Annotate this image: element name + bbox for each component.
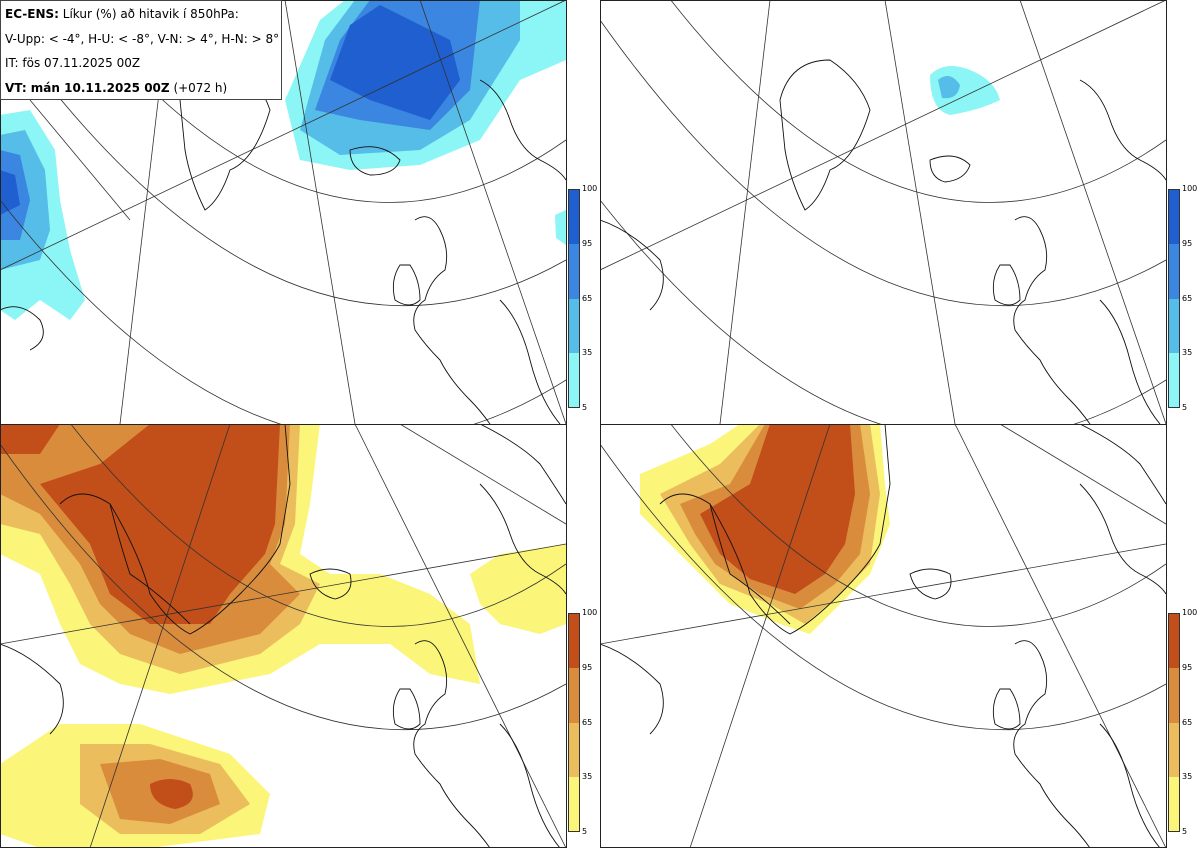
prob-area-cold-light-3	[555, 210, 566, 245]
map-panel-warm-plus4	[0, 424, 566, 848]
colorbar-tick-label: 5	[582, 827, 588, 836]
colorbar-warm-br: 100 95 65 35 5	[1168, 609, 1200, 836]
colorbar-tick-label: 100	[582, 184, 598, 193]
coastlines	[0, 424, 566, 848]
colorbar-tick-label: 65	[1182, 293, 1193, 303]
prob-area-warm-max-2	[0, 424, 60, 454]
colorbar-tick-label: 35	[1182, 348, 1193, 358]
graticule	[0, 424, 566, 848]
coastlines	[600, 424, 1166, 848]
map-panel-cold-minus4	[0, 0, 566, 424]
colorbar-segment	[568, 777, 580, 832]
title-text: Líkur (%) að hitavik í 850hPa:	[62, 7, 239, 21]
colorbar-tick-label: 5	[1182, 827, 1188, 836]
colorbar-tick-label: 5	[1182, 403, 1188, 412]
graticule	[600, 0, 1166, 424]
lead-time: (+072 h)	[173, 80, 228, 95]
colorbar-tick-label: 100	[1182, 184, 1198, 193]
colorbar-tick-label: 95	[582, 238, 593, 248]
coastlines	[600, 59, 1166, 424]
colorbar-tick-label: 95	[582, 662, 593, 672]
colorbar-tick-label: 65	[582, 293, 593, 303]
map-panel-warm-plus8	[600, 424, 1166, 848]
colorbar-segment	[568, 189, 580, 244]
colorbar-tick-label: 35	[1182, 772, 1193, 782]
prob-area-cold-mid	[938, 76, 960, 99]
colorbar-segment	[1168, 613, 1180, 668]
prob-area-cold-max	[0, 170, 20, 215]
info-box: EC-ENS: Líkur (%) að hitavik í 850hPa: V…	[0, 0, 282, 100]
graticule	[600, 424, 1166, 848]
colorbar-segment	[1168, 722, 1180, 778]
colorbar-segment	[1168, 777, 1180, 832]
colorbar-tick-label: 5	[582, 403, 588, 412]
colorbar-segment	[1168, 298, 1180, 354]
colorbar-tick-label: 95	[1182, 662, 1193, 672]
colorbar-tick-label: 100	[1182, 608, 1198, 617]
colorbar-segment	[1168, 353, 1180, 408]
colorbar-tick-label: 65	[1182, 717, 1193, 727]
colorbar-cold-tl: 100 95 65 35 5	[568, 185, 608, 412]
valid-time: VT: mán 10.11.2025 00Z	[5, 80, 170, 95]
colorbar-segment	[568, 613, 580, 668]
map-panel-cold-minus8	[600, 0, 1166, 424]
colorbar-tick-label: 35	[582, 348, 593, 358]
colorbar-warm-bl: 100 95 65 35 5	[568, 609, 608, 836]
colorbar-tick-label: 100	[582, 608, 598, 617]
colorbar-cold-tr: 100 95 65 35 5	[1168, 185, 1200, 412]
colorbar-tick-label: 65	[582, 717, 593, 727]
colorbar-segment	[568, 243, 580, 299]
colorbar-tick-label: 95	[1182, 238, 1193, 248]
colorbar-segment	[1168, 243, 1180, 299]
colorbar-tick-label: 35	[582, 772, 593, 782]
model-label: EC-ENS:	[5, 7, 59, 21]
info-line-valid: VT: mán 10.11.2025 00Z (+072 h)	[5, 79, 281, 104]
colorbar-segment	[568, 353, 580, 408]
colorbar-segment	[568, 298, 580, 354]
colorbar-segment	[1168, 189, 1180, 244]
prob-area-warm-light-3	[470, 544, 566, 634]
prob-area-warm-max	[40, 424, 280, 624]
prob-area-cold-max-2	[330, 5, 460, 120]
thresholds-text: V-Upp: < -4°, H-U: < -8°, V-N: > 4°, H-N…	[5, 31, 280, 46]
init-time: IT: fös 07.11.2025 00Z	[5, 56, 141, 70]
prob-area-warm-max-3	[150, 779, 193, 809]
colorbar-segment	[568, 722, 580, 778]
colorbar-segment	[1168, 667, 1180, 723]
colorbar-segment	[568, 667, 580, 723]
info-line-title: EC-ENS: Líkur (%) að hitavik í 850hPa:	[5, 5, 281, 30]
